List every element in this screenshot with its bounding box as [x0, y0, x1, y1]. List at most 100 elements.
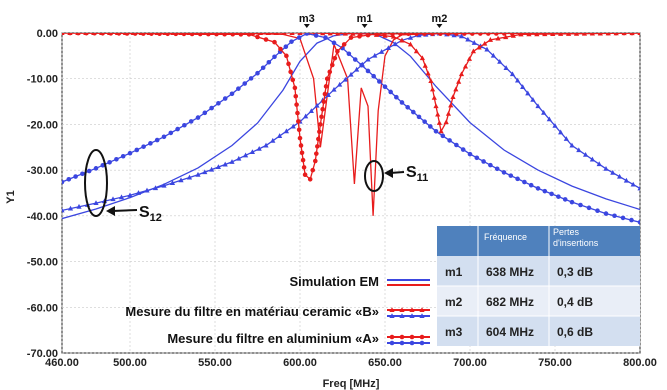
legend-swatch-point: [419, 307, 425, 312]
legend-swatch-point: [389, 307, 395, 312]
data-point: [612, 213, 617, 219]
data-point: [557, 33, 563, 36]
data-point: [508, 173, 514, 178]
data-point: [445, 110, 452, 116]
data-point: [458, 71, 465, 77]
data-point: [430, 33, 435, 37]
data-point: [520, 84, 526, 89]
data-point: [327, 33, 333, 36]
s12-annotation: S12: [84, 149, 162, 224]
data-point: [293, 93, 299, 99]
data-point: [596, 161, 602, 167]
data-point: [298, 143, 304, 148]
data-point: [610, 169, 616, 175]
data-point: [330, 62, 335, 68]
data-point: [270, 137, 276, 143]
data-point: [263, 37, 269, 42]
x-tick-label: 650.00: [368, 357, 402, 369]
data-point: [501, 33, 507, 36]
data-point: [322, 91, 328, 97]
data-point: [413, 48, 420, 54]
data-point: [569, 199, 575, 205]
data-point: [197, 33, 203, 37]
data-point: [320, 106, 325, 112]
data-point: [320, 33, 326, 36]
series-group: [62, 33, 640, 225]
data-point: [411, 109, 416, 115]
data-point: [297, 135, 303, 141]
data-point: [497, 59, 503, 64]
data-point: [263, 142, 269, 148]
legend: Simulation EM Mesure du filtre en matéri…: [125, 274, 430, 346]
legend-swatch-point: [419, 313, 425, 318]
table-header-loss-box: Pertes d'insertions: [553, 227, 598, 248]
data-point: [605, 33, 611, 36]
marker-m3-label: m3: [299, 13, 315, 25]
data-point: [132, 33, 138, 36]
data-point: [535, 103, 541, 109]
data-point: [438, 33, 443, 36]
data-point: [637, 219, 640, 225]
data-point: [365, 56, 371, 62]
data-point: [301, 165, 307, 170]
data-point: [454, 142, 459, 148]
data-point: [503, 34, 509, 40]
s12-arrow-line: [111, 209, 138, 212]
data-point: [620, 215, 626, 221]
data-point: [321, 99, 327, 104]
data-point: [216, 101, 221, 106]
data-point: [290, 123, 296, 129]
table-cell-freq: 638 MHz: [486, 265, 534, 279]
legend-swatch-ceramic: [387, 307, 430, 318]
data-point: [100, 162, 106, 168]
data-point: [603, 211, 609, 216]
data-point: [541, 33, 547, 36]
data-point: [465, 36, 471, 42]
x-tick-label: 700.00: [453, 357, 487, 369]
legend-swatch-point: [399, 334, 405, 340]
data-point: [485, 33, 491, 36]
legend-swatch-point: [389, 340, 395, 346]
data-point: [157, 33, 162, 37]
data-point: [422, 33, 427, 37]
table-cell-marker: m1: [445, 265, 463, 279]
data-point: [637, 33, 640, 36]
data-point: [173, 33, 179, 37]
data-point: [466, 56, 473, 61]
data-point: [509, 71, 516, 77]
data-point: [414, 33, 419, 37]
data-point: [284, 53, 289, 59]
data-point: [528, 182, 534, 188]
s12-ellipse: [84, 149, 108, 217]
data-point: [108, 33, 114, 36]
data-point: [283, 44, 289, 50]
data-point: [390, 33, 397, 39]
marker-table: Fréquence Pertes d'insertions m1 638 MHz…: [437, 226, 640, 346]
data-point: [450, 94, 456, 99]
data-point: [348, 71, 354, 77]
data-point: [302, 172, 308, 178]
data-point: [318, 122, 323, 127]
table-cell-loss: 0,3 dB: [557, 265, 593, 279]
legend-swatch-point: [399, 340, 405, 346]
data-point: [438, 128, 444, 134]
data-point: [335, 33, 341, 36]
data-point: [431, 94, 437, 100]
data-point: [319, 114, 324, 120]
data-point: [80, 171, 85, 177]
data-point: [430, 86, 436, 92]
data-point: [229, 159, 235, 164]
data-point: [100, 33, 105, 36]
data-point: [93, 166, 99, 171]
data-point: [394, 94, 399, 100]
data-point: [428, 78, 434, 83]
data-point: [348, 35, 354, 40]
data-point: [416, 33, 422, 38]
data-point: [317, 129, 322, 135]
data-point: [236, 155, 242, 161]
legend-swatch-point: [409, 334, 415, 340]
data-point: [154, 137, 160, 143]
s11-annotation: S11: [364, 160, 428, 192]
data-point: [265, 33, 271, 35]
data-point: [451, 33, 457, 38]
